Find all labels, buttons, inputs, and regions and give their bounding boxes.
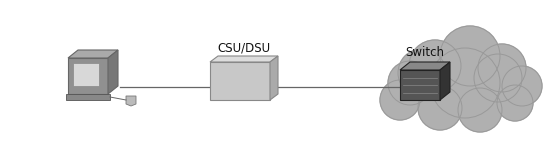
Polygon shape <box>66 94 110 100</box>
Polygon shape <box>126 96 136 106</box>
Circle shape <box>497 85 533 121</box>
Text: CSU/DSU: CSU/DSU <box>217 42 270 55</box>
Text: Switch: Switch <box>406 46 444 58</box>
Polygon shape <box>68 50 118 58</box>
Circle shape <box>409 40 461 92</box>
Polygon shape <box>108 50 118 94</box>
Circle shape <box>430 48 500 118</box>
Circle shape <box>388 61 432 105</box>
Polygon shape <box>440 62 450 100</box>
Circle shape <box>474 54 522 102</box>
Circle shape <box>398 49 446 97</box>
Polygon shape <box>73 63 99 86</box>
Polygon shape <box>210 56 278 62</box>
Polygon shape <box>68 58 108 94</box>
Circle shape <box>502 66 542 106</box>
Circle shape <box>418 86 462 130</box>
Circle shape <box>478 44 526 92</box>
Circle shape <box>440 26 500 86</box>
Circle shape <box>458 88 502 132</box>
Polygon shape <box>270 56 278 100</box>
Polygon shape <box>400 70 440 100</box>
Polygon shape <box>400 62 450 70</box>
Polygon shape <box>210 62 270 100</box>
Circle shape <box>380 80 420 120</box>
